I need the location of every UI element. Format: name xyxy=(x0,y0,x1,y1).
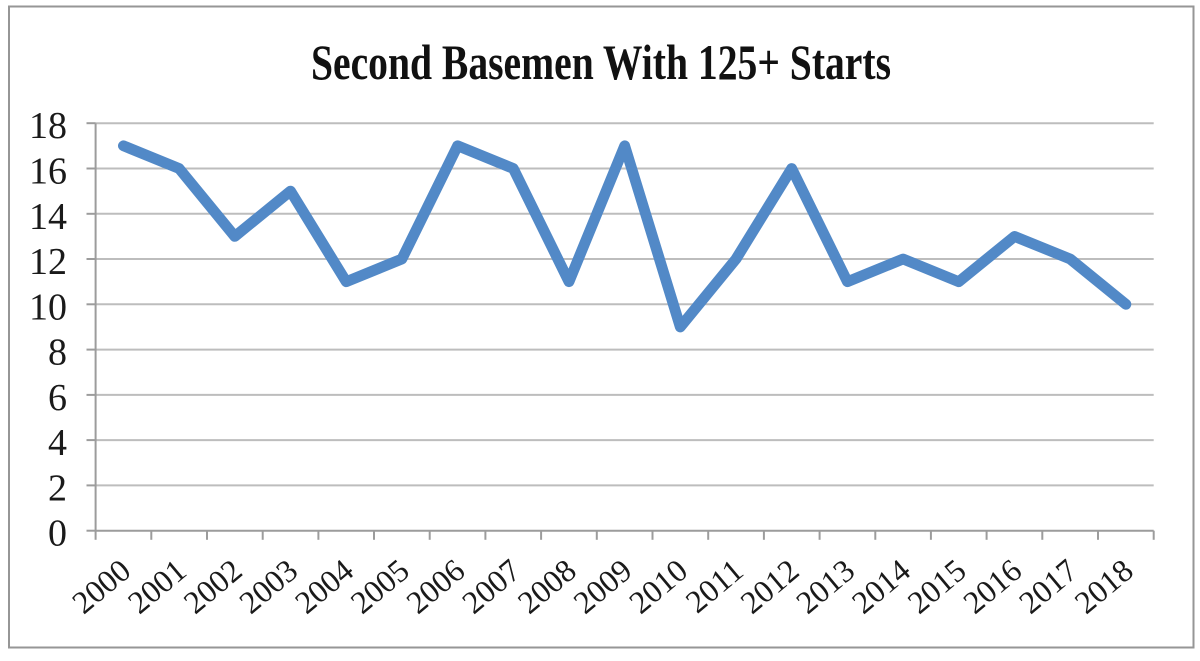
svg-text:0: 0 xyxy=(48,513,67,555)
svg-text:6: 6 xyxy=(48,377,67,419)
svg-text:14: 14 xyxy=(29,196,67,238)
svg-text:12: 12 xyxy=(29,241,67,283)
svg-text:4: 4 xyxy=(48,422,67,464)
svg-text:10: 10 xyxy=(29,286,67,328)
svg-text:2: 2 xyxy=(48,467,67,509)
svg-text:8: 8 xyxy=(48,332,67,374)
svg-text:18: 18 xyxy=(29,105,67,147)
svg-text:Second Basemen With 125+ Start: Second Basemen With 125+ Starts xyxy=(311,34,891,90)
svg-text:16: 16 xyxy=(29,151,67,193)
